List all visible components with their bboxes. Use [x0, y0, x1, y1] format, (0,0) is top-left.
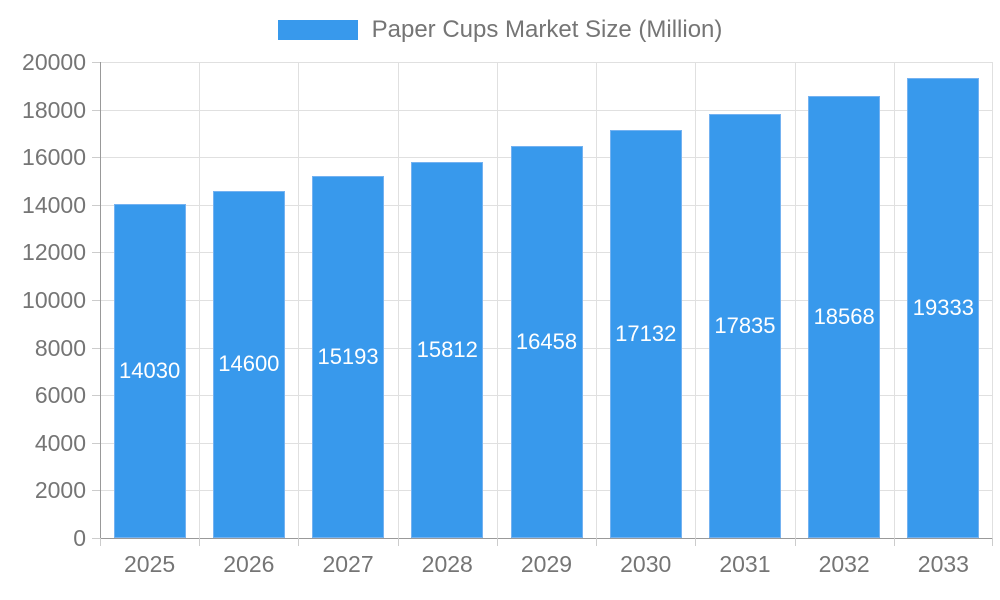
v-gridline	[496, 62, 498, 538]
y-axis-tick	[92, 442, 100, 444]
y-axis-label: 0	[73, 525, 86, 551]
plot-area: 14030 14600 15193 15812 16458 17132 17835 18568…	[22, 50, 993, 576]
x-axis-tick	[992, 538, 993, 546]
x-axis-tick	[199, 538, 201, 546]
v-gridline	[992, 62, 993, 538]
y-axis-tick	[92, 109, 100, 111]
v-gridline	[794, 62, 796, 538]
y-axis-label: 18000	[22, 96, 86, 123]
x-axis-tick	[298, 538, 300, 546]
y-axis-label: 14000	[22, 191, 86, 218]
y-axis-tick	[92, 204, 100, 206]
y-axis-tick	[92, 347, 100, 349]
x-axis-tick	[695, 538, 697, 546]
x-axis-label: 2028	[421, 551, 473, 577]
bar-2031[interactable]: 17835	[708, 113, 781, 538]
bar-value-label: 18568	[813, 304, 875, 330]
v-gridline	[596, 62, 598, 538]
x-axis-label: 2031	[719, 551, 771, 577]
y-axis-label: 2000	[34, 477, 86, 504]
x-axis-tick	[100, 538, 101, 546]
y-axis-line	[100, 62, 101, 538]
bar-value-label: 15812	[416, 336, 478, 362]
y-axis-label: 16000	[22, 144, 86, 171]
bar-2025[interactable]: 14030	[113, 204, 186, 538]
bar-value-label: 16458	[515, 329, 578, 355]
bar-2032[interactable]: 18568	[808, 96, 881, 538]
v-gridline	[199, 62, 201, 538]
x-axis-label: 2025	[124, 551, 176, 577]
x-axis-label: 2033	[917, 551, 969, 577]
y-axis-tick	[92, 157, 100, 159]
bar-2026[interactable]: 14600	[212, 190, 285, 538]
h-gridline	[100, 62, 993, 63]
legend-label: Paper Cups Market Size (Million)	[371, 16, 723, 43]
y-axis-tick	[92, 490, 100, 492]
x-axis-tick	[397, 538, 399, 546]
x-axis-line	[100, 538, 993, 539]
bar-value-label: 14030	[119, 358, 181, 384]
x-axis-label: 2030	[620, 551, 672, 577]
y-axis-tick	[92, 252, 100, 254]
bar-2030[interactable]: 17132	[609, 130, 682, 538]
legend-swatch	[277, 20, 358, 40]
y-axis-tick	[92, 62, 100, 63]
y-axis-label: 8000	[34, 334, 86, 361]
legend-item[interactable]: Paper Cups Market Size (Million)	[0, 16, 1000, 44]
x-axis-label: 2032	[818, 551, 870, 577]
y-axis-tick	[92, 538, 100, 539]
y-axis-tick	[92, 300, 100, 301]
x-axis-label: 2026	[223, 551, 275, 577]
y-axis-label: 4000	[34, 429, 86, 456]
v-gridline	[695, 62, 697, 538]
x-axis-tick	[596, 538, 598, 546]
x-axis-tick	[794, 538, 796, 546]
x-axis-tick	[893, 538, 895, 546]
y-axis-label: 10000	[22, 287, 86, 313]
x-axis-label: 2029	[520, 551, 573, 577]
bar-value-label: 19333	[912, 294, 974, 320]
y-axis-label: 20000	[22, 49, 86, 75]
x-axis-label: 2027	[322, 551, 374, 577]
bar-2033[interactable]: 19333	[907, 77, 980, 538]
v-gridline	[298, 62, 300, 538]
v-gridline	[397, 62, 399, 538]
y-axis-label: 12000	[22, 239, 86, 266]
bar-2029[interactable]: 16458	[510, 146, 583, 538]
bar-2027[interactable]: 15193	[312, 176, 385, 538]
v-gridline	[893, 62, 895, 538]
y-axis-tick	[92, 395, 100, 397]
h-gridline	[100, 109, 993, 111]
bar-value-label: 17835	[714, 312, 776, 338]
bar-2028[interactable]: 15812	[411, 161, 484, 538]
bar-value-label: 14600	[218, 351, 280, 377]
y-axis-label: 6000	[34, 382, 86, 409]
bar-value-label: 15193	[317, 344, 379, 370]
x-axis-tick	[496, 538, 498, 546]
bar-value-label: 17132	[615, 321, 677, 347]
